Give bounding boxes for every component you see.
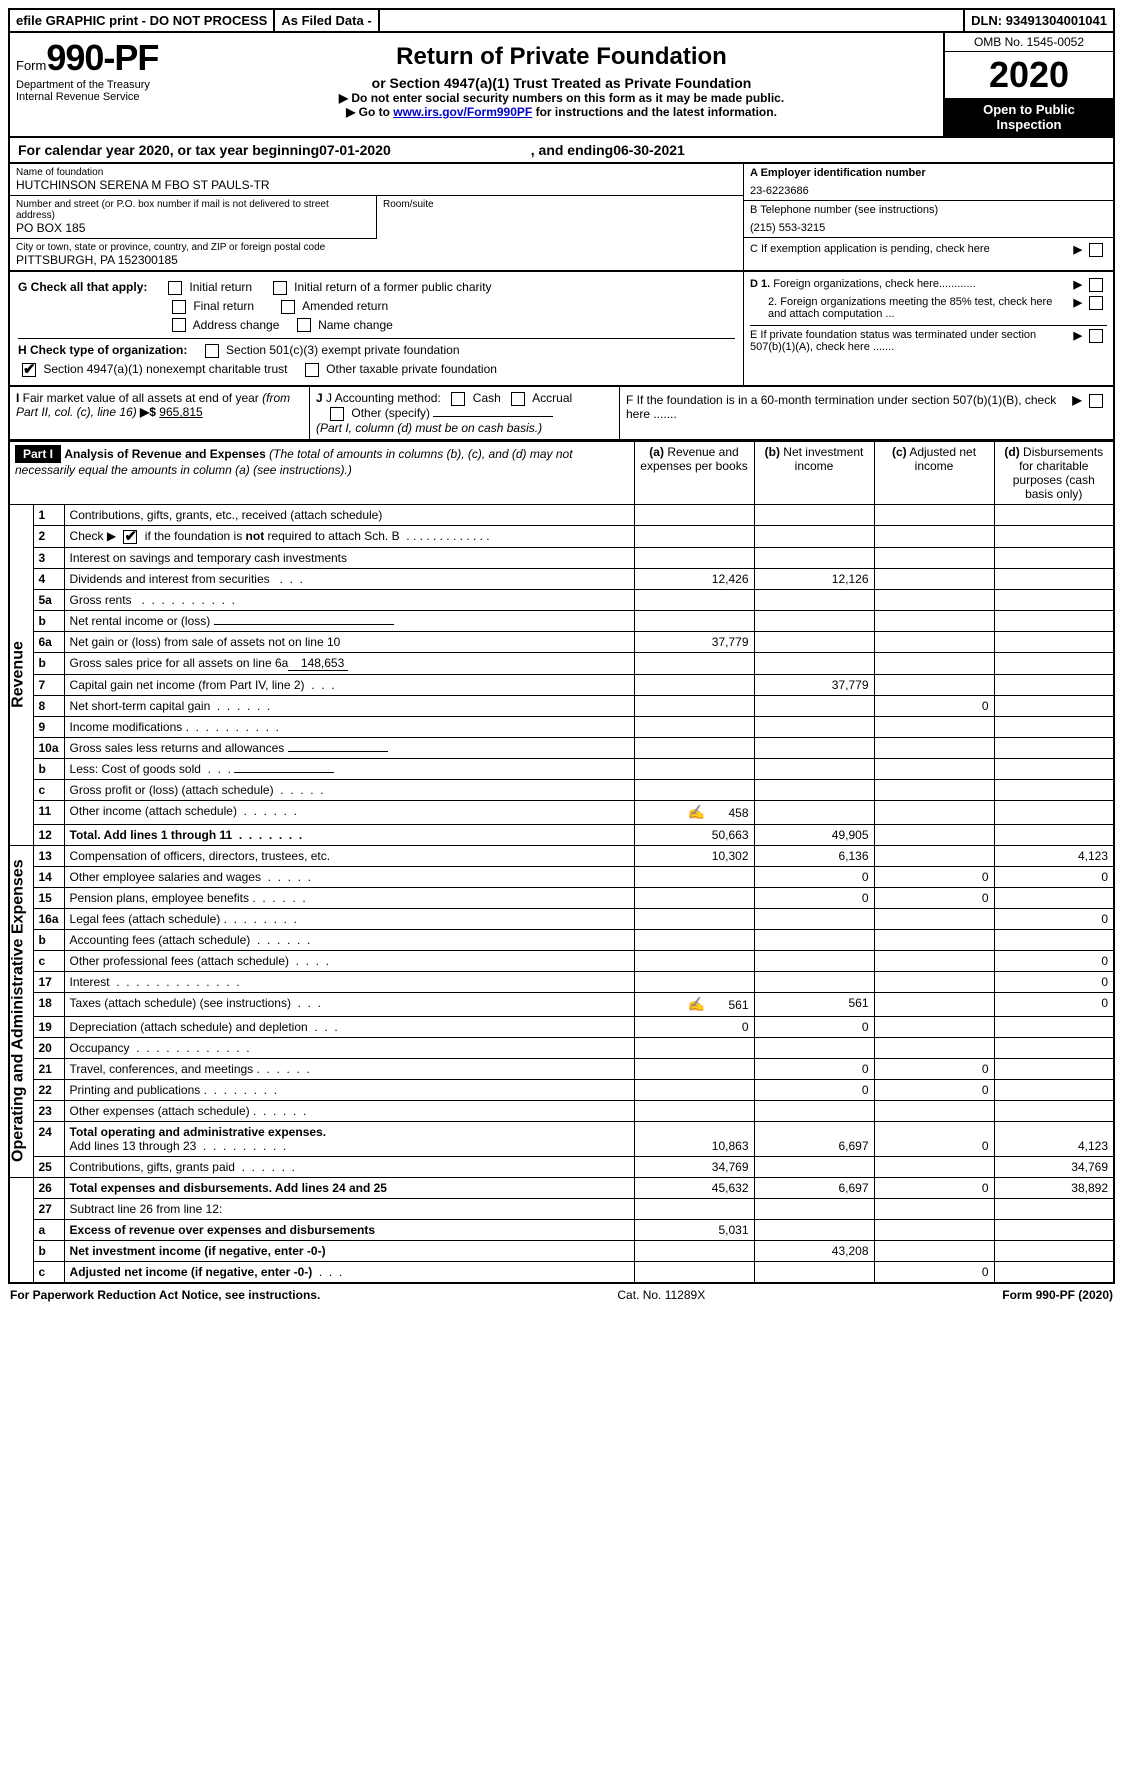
expenses-section-label: Operating and Administrative Expenses xyxy=(9,845,33,1177)
checkbox-c[interactable] xyxy=(1089,243,1103,257)
checkbox-sch-b[interactable] xyxy=(123,530,137,544)
form-title: Return of Private Foundation xyxy=(184,43,939,71)
irs-link[interactable]: www.irs.gov/Form990PF xyxy=(393,105,532,119)
room-cell: Room/suite xyxy=(376,196,743,239)
efile-print: efile GRAPHIC print - DO NOT PROCESS xyxy=(10,10,275,31)
footer-form: Form 990-PF (2020) xyxy=(1002,1288,1113,1302)
check-section: G Check all that apply: Initial return I… xyxy=(8,272,1115,387)
part-i-label: Part I xyxy=(15,445,61,463)
address-cell: Number and street (or P.O. box number if… xyxy=(10,196,376,239)
part-i-table: Part I Analysis of Revenue and Expenses … xyxy=(8,441,1115,1284)
check-left: G Check all that apply: Initial return I… xyxy=(10,272,743,385)
open-to-public: Open to Public Inspection xyxy=(945,98,1113,136)
city-cell: City or town, state or province, country… xyxy=(10,239,743,270)
dln: DLN: 93491304001041 xyxy=(965,10,1113,31)
checkbox-amended-return[interactable] xyxy=(281,300,295,314)
foundation-info: Name of foundation HUTCHINSON SERENA M F… xyxy=(8,164,1115,272)
instr-2: ▶ Go to www.irs.gov/Form990PF for instru… xyxy=(184,105,939,119)
checkbox-f[interactable] xyxy=(1089,394,1103,408)
as-filed: As Filed Data - xyxy=(275,10,379,31)
checkbox-501c3[interactable] xyxy=(205,344,219,358)
header-middle: Return of Private Foundation or Section … xyxy=(180,33,943,136)
checkbox-cash[interactable] xyxy=(451,392,465,406)
attachment-icon[interactable]: ✍ xyxy=(688,996,705,1012)
checkbox-final-return[interactable] xyxy=(172,300,186,314)
attachment-icon[interactable]: ✍ xyxy=(688,804,705,820)
omb-number: OMB No. 1545-0052 xyxy=(945,33,1113,52)
check-right: D 1. D 1. Foreign organizations, check h… xyxy=(743,272,1113,385)
revenue-section-label: Revenue xyxy=(9,504,33,845)
page-footer: For Paperwork Reduction Act Notice, see … xyxy=(8,1284,1115,1306)
exemption-cell: C If exemption application is pending, c… xyxy=(744,238,1113,262)
section-f-cell: F If the foundation is in a 60-month ter… xyxy=(620,387,1113,439)
ein-cell: A Employer identification number 23-6223… xyxy=(744,164,1113,201)
form-header: Form990-PF Department of the Treasury In… xyxy=(8,33,1115,138)
checkbox-4947a1[interactable] xyxy=(22,363,36,377)
checkbox-e[interactable] xyxy=(1089,329,1103,343)
tax-year: 2020 xyxy=(945,52,1113,98)
checkbox-d2[interactable] xyxy=(1089,296,1103,310)
header-left: Form990-PF Department of the Treasury In… xyxy=(10,33,180,136)
calendar-year-row: For calendar year 2020, or tax year begi… xyxy=(8,138,1115,164)
name-cell: Name of foundation HUTCHINSON SERENA M F… xyxy=(10,164,743,196)
form-subtitle: or Section 4947(a)(1) Trust Treated as P… xyxy=(184,75,939,91)
checkbox-address-change[interactable] xyxy=(172,318,186,332)
checkbox-accrual[interactable] xyxy=(511,392,525,406)
info-right: A Employer identification number 23-6223… xyxy=(743,164,1113,270)
spacer xyxy=(380,10,965,31)
checkbox-initial-return[interactable] xyxy=(168,281,182,295)
checkbox-name-change[interactable] xyxy=(297,318,311,332)
instr-1: ▶ Do not enter social security numbers o… xyxy=(184,91,939,105)
checkbox-other-taxable[interactable] xyxy=(305,363,319,377)
info-left: Name of foundation HUTCHINSON SERENA M F… xyxy=(10,164,743,270)
checkbox-initial-former[interactable] xyxy=(273,281,287,295)
accounting-cell: J J Accounting method: Cash Accrual Othe… xyxy=(310,387,620,439)
header-right: OMB No. 1545-0052 2020 Open to Public In… xyxy=(943,33,1113,136)
checkbox-other[interactable] xyxy=(330,407,344,421)
checkbox-d1[interactable] xyxy=(1089,278,1103,292)
phone-cell: B Telephone number (see instructions) (2… xyxy=(744,201,1113,238)
fmv-cell: I Fair market value of all assets at end… xyxy=(10,387,310,439)
fmv-accounting-row: I Fair market value of all assets at end… xyxy=(8,387,1115,441)
efile-top-bar: efile GRAPHIC print - DO NOT PROCESS As … xyxy=(8,8,1115,33)
